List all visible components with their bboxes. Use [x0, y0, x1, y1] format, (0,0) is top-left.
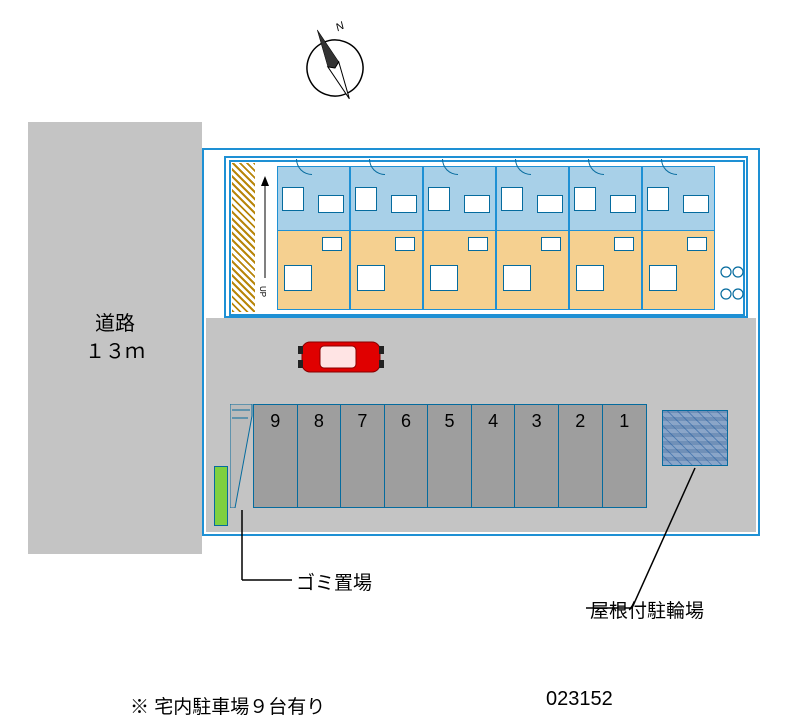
- plan-id: 023152: [546, 688, 613, 711]
- parking-note: ※ 宅内駐車場９台有り: [130, 692, 325, 719]
- bike-label: 屋根付駐輪場: [590, 596, 704, 623]
- gomi-label: ゴミ置場: [296, 568, 372, 595]
